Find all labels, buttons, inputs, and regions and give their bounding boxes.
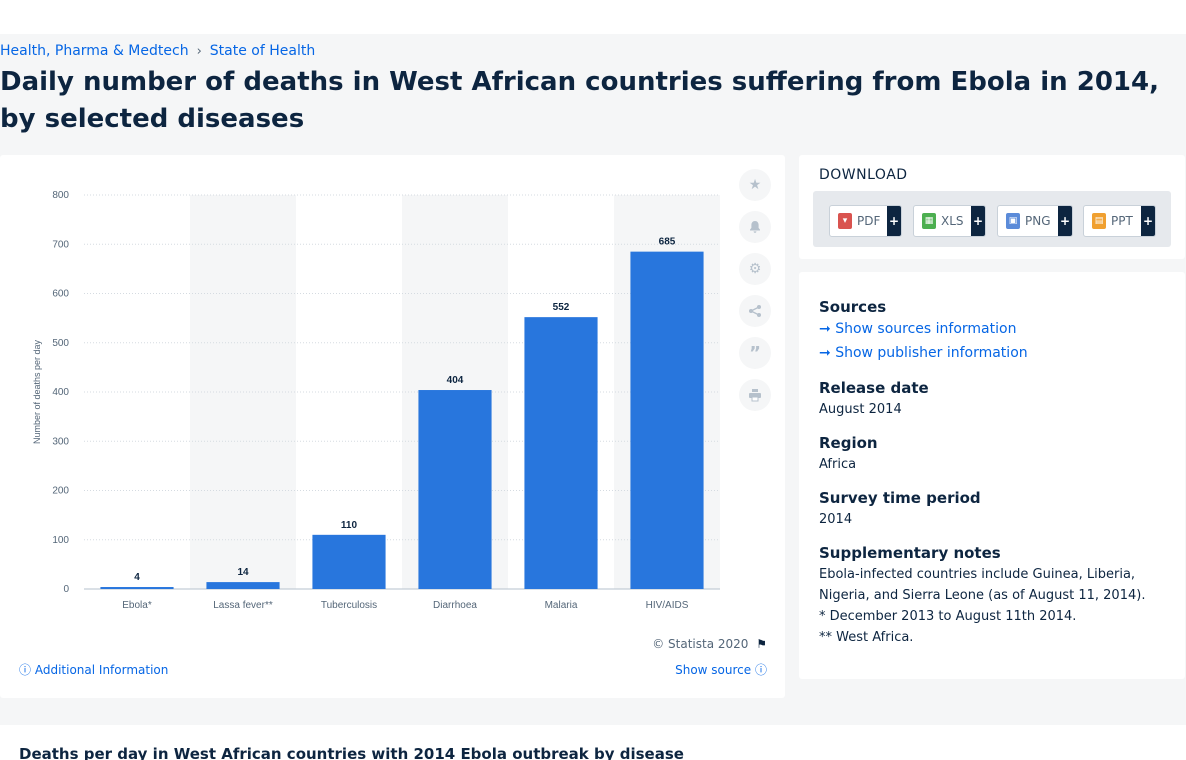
bar-chart: 0 100 200 300 400 500 600 700 800 4 Ebola* 14 Lassa … xyxy=(32,190,720,611)
data-label: 404 xyxy=(447,375,464,386)
png-download-button[interactable]: ▣ PNG + xyxy=(997,205,1073,237)
xls-file-icon: ▦ xyxy=(922,213,936,229)
ppt-file-icon: ▤ xyxy=(1092,213,1106,229)
arrow-right-icon: ➞ xyxy=(819,345,831,361)
png-plus-icon: + xyxy=(1058,206,1072,236)
y-tick-label: 600 xyxy=(52,289,69,300)
bell-icon[interactable] xyxy=(739,211,771,243)
flag-icon[interactable]: ⚑ xyxy=(756,637,767,651)
xls-download-button[interactable]: ▦ XLS + xyxy=(913,205,986,237)
y-tick-label: 800 xyxy=(52,190,69,201)
x-tick-label: Lassa fever** xyxy=(213,600,273,611)
download-buttons: ▾ PDF + ▦ XLS + ▣ PNG + ▤ PPT + xyxy=(813,191,1171,247)
ppt-plus-icon: + xyxy=(1141,206,1155,236)
y-tick-label: 700 xyxy=(52,239,69,250)
star-icon[interactable]: ★ xyxy=(739,169,771,201)
chart-card: 0 100 200 300 400 500 600 700 800 4 Ebola* 14 Lassa … xyxy=(0,155,785,698)
ppt-download-button[interactable]: ▤ PPT + xyxy=(1083,205,1156,237)
breadcrumb-item-health[interactable]: Health, Pharma & Medtech xyxy=(0,43,189,59)
y-tick-label: 400 xyxy=(52,387,69,398)
y-tick-label: 100 xyxy=(52,535,69,546)
arrow-right-icon: ➞ xyxy=(819,321,831,337)
copyright-label: © Statista 2020 xyxy=(652,637,749,651)
survey-period-heading: Survey time period xyxy=(819,489,981,507)
show-sources-label: Show sources information xyxy=(835,321,1017,337)
share-icon[interactable] xyxy=(739,295,771,327)
bar xyxy=(100,587,174,589)
x-tick-label: Ebola* xyxy=(122,600,152,611)
info-circle-icon: ⓘ xyxy=(754,663,767,677)
quote-icon[interactable]: ” xyxy=(739,337,771,369)
note-line: ** West Africa. xyxy=(819,630,914,645)
pdf-plus-icon: + xyxy=(887,206,901,236)
region-value: Africa xyxy=(819,457,857,472)
x-tick-label: HIV/AIDS xyxy=(646,600,689,611)
note-line: Ebola-infected countries include Guinea,… xyxy=(819,567,1136,582)
x-tick-label: Diarrhoea xyxy=(433,600,477,611)
bar xyxy=(206,582,280,589)
description-card: Deaths per day in West African countries… xyxy=(0,725,1186,760)
data-label: 110 xyxy=(341,520,358,531)
info-icon: ⓘ xyxy=(19,663,32,677)
pdf-download-button[interactable]: ▾ PDF + xyxy=(829,205,902,237)
note-line: * December 2013 to August 11th 2014. xyxy=(819,609,1077,624)
y-tick-label: 500 xyxy=(52,338,69,349)
show-source-link[interactable]: Show source ⓘ xyxy=(675,661,767,678)
data-label: 14 xyxy=(237,567,249,578)
statistic-info-card: Sources ➞ Show sources information ➞ Sho… xyxy=(799,272,1185,679)
show-publisher-link[interactable]: ➞ Show publisher information xyxy=(819,345,1028,361)
y-tick-label: 300 xyxy=(52,436,69,447)
breadcrumb-separator: › xyxy=(196,43,202,59)
data-label: 685 xyxy=(659,237,676,248)
gear-icon[interactable]: ⚙ xyxy=(739,253,771,285)
x-tick-label: Malaria xyxy=(545,600,578,611)
print-icon[interactable] xyxy=(739,379,771,411)
additional-information-label: Additional Information xyxy=(34,663,169,677)
sources-heading: Sources xyxy=(819,298,887,316)
region-heading: Region xyxy=(819,434,878,452)
png-file-icon: ▣ xyxy=(1006,213,1020,229)
y-tick-label: 0 xyxy=(63,584,69,595)
copyright-text: © Statista 2020 ⚑ xyxy=(652,637,767,651)
bar xyxy=(312,534,386,589)
chart-toolbar: ★ ⚙ ” xyxy=(739,169,771,411)
show-publisher-label: Show publisher information xyxy=(835,345,1028,361)
data-label: 4 xyxy=(134,572,140,583)
release-date-heading: Release date xyxy=(819,379,929,397)
survey-period-value: 2014 xyxy=(819,512,853,527)
ppt-label: PPT xyxy=(1111,214,1133,228)
y-tick-label: 200 xyxy=(52,486,69,497)
png-label: PNG xyxy=(1025,214,1051,228)
show-source-label: Show source xyxy=(675,663,752,677)
release-date-value: August 2014 xyxy=(819,402,902,417)
top-bar xyxy=(0,0,1186,34)
data-label: 552 xyxy=(553,302,570,313)
x-tick-label: Tuberculosis xyxy=(321,600,377,611)
show-sources-link[interactable]: ➞ Show sources information xyxy=(819,321,1016,337)
breadcrumb-item-state-of-health[interactable]: State of Health xyxy=(209,43,316,59)
bar xyxy=(524,317,598,589)
xls-label: XLS xyxy=(941,214,964,228)
pdf-label: PDF xyxy=(857,214,881,228)
supplementary-notes-heading: Supplementary notes xyxy=(819,544,1001,562)
page-title: Daily number of deaths in West African c… xyxy=(0,67,1159,134)
additional-information-link[interactable]: ⓘ Additional Information xyxy=(19,661,168,678)
xls-plus-icon: + xyxy=(971,206,985,236)
download-heading: DOWNLOAD xyxy=(819,167,908,183)
bar xyxy=(630,251,704,589)
bar xyxy=(418,390,492,589)
download-card: DOWNLOAD ▾ PDF + ▦ XLS + ▣ PNG + ▤ PPT + xyxy=(799,155,1185,259)
pdf-file-icon: ▾ xyxy=(838,213,852,229)
description-title: Deaths per day in West African countries… xyxy=(19,745,684,760)
y-axis-title: Number of deaths per day xyxy=(32,339,42,444)
note-line: Nigeria, and Sierra Leone (as of August … xyxy=(819,588,1146,603)
breadcrumb: Health, Pharma & Medtech › State of Heal… xyxy=(0,43,315,59)
